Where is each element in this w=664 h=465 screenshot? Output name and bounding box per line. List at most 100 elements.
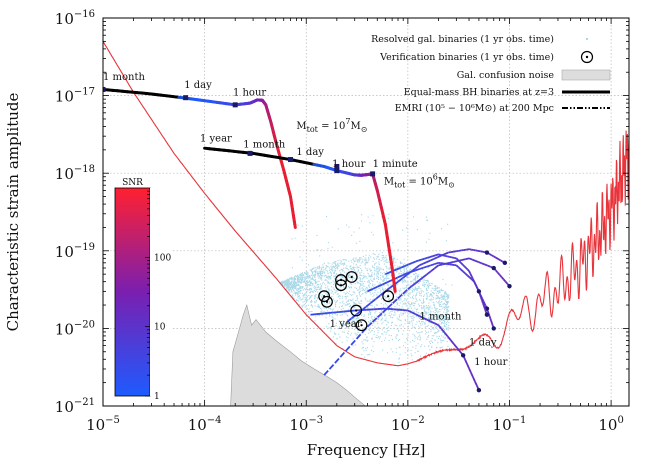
emri-track-segment <box>437 254 442 259</box>
emri-track-segment <box>465 257 470 261</box>
emri-track-segment <box>466 268 470 272</box>
emri-track-segment <box>402 288 409 295</box>
y-tick-label: 10−21 <box>55 397 95 416</box>
x-tick-label: 100 <box>598 415 623 434</box>
colorbar-tick-label: 10 <box>154 323 166 333</box>
emri-track-segment <box>495 256 499 260</box>
annotations-layer: 1 month 1 day 1 hour Mtot = 107M⊙ 1 year 1 mo… <box>103 72 508 368</box>
emri-track-segment <box>407 309 413 314</box>
emri-track-segment <box>456 347 461 353</box>
time-label: 1 day <box>296 147 324 158</box>
verification-binary-dot <box>325 300 329 303</box>
emri-time-marker <box>484 250 490 255</box>
emri-track-segment <box>343 310 350 313</box>
emri-track-segment <box>487 264 491 268</box>
emri-track-segment <box>453 343 458 349</box>
emri-track-segment <box>424 257 428 260</box>
emri-track-segment <box>372 285 378 290</box>
emri-track-segment <box>453 260 458 263</box>
emri-track-segment <box>470 275 474 279</box>
emri-track-segment <box>376 312 384 319</box>
emri-track-segment <box>338 310 344 313</box>
emri-track-segment <box>414 264 420 270</box>
plot-frame <box>102 17 630 407</box>
emri-track-segment <box>433 256 438 260</box>
emri-track-segment <box>323 368 331 376</box>
resolved-binaries-layer <box>279 213 455 363</box>
bh-time-marker <box>232 102 238 108</box>
emri-track-segment <box>477 261 482 265</box>
time-label: 1 month <box>103 72 146 83</box>
emri-track-segment <box>404 263 409 268</box>
legend-swatch-dot <box>585 55 589 59</box>
emri-track-segment <box>432 254 436 257</box>
x-tick-label: 10−3 <box>289 415 323 434</box>
emri-track-segment <box>355 332 363 340</box>
emri-track-segment <box>490 254 495 258</box>
emri-track-segment <box>375 294 382 300</box>
emri-track-segment <box>462 263 465 267</box>
emri-track-segment <box>460 262 464 266</box>
bh-time-marker <box>103 86 106 92</box>
bh-time-marker <box>183 95 189 101</box>
emri-track-segment <box>339 350 347 358</box>
emri-track-segment <box>450 339 455 345</box>
bh-time-marker <box>334 168 340 174</box>
emri-track-segment <box>419 262 424 267</box>
emri-track-segment <box>422 317 428 321</box>
plot-background <box>103 18 629 406</box>
time-label: 1 hour <box>233 88 266 99</box>
emri-track-segment <box>422 261 428 265</box>
bh-binaries-layer <box>103 86 397 293</box>
emri-track-segment <box>355 309 362 316</box>
emri-track-segment <box>457 266 462 271</box>
emri-track-segment <box>488 315 492 319</box>
legend-label: Gal. confusion noise <box>457 70 555 81</box>
emri-track-segment <box>411 260 417 264</box>
legend-swatch <box>580 50 594 64</box>
emri-track-segment <box>366 321 374 328</box>
emri-track-segment <box>434 264 440 270</box>
verification-binary <box>335 274 347 286</box>
emri-track-segment <box>465 267 469 271</box>
x-tick-label: 10−5 <box>86 415 120 434</box>
emri-track-segment <box>411 311 416 315</box>
verification-binary-dot <box>339 278 343 282</box>
emri-track-segment <box>422 265 428 269</box>
verification-binary <box>382 290 395 303</box>
emri-track-segment <box>407 262 413 266</box>
emri-time-marker <box>460 353 466 358</box>
emri-track-segment <box>396 266 401 271</box>
y-tick-label: 10−18 <box>55 164 95 183</box>
bh-time-marker <box>288 157 294 163</box>
emri-track-segment <box>430 263 435 267</box>
emri-track-segment <box>457 259 461 263</box>
emri-track-segment <box>502 278 507 283</box>
verification-binary <box>318 290 331 303</box>
emri-time-marker <box>491 265 496 271</box>
emri-track-segment <box>402 272 409 276</box>
emri-end-marker <box>484 312 490 317</box>
emri-track-segment <box>499 259 504 263</box>
emri-track-segment <box>475 285 479 290</box>
emri-track-segment <box>471 278 475 282</box>
emri-track-segment <box>321 312 328 315</box>
emri-track-segment <box>481 262 485 266</box>
colorbar-label-bg <box>150 188 172 396</box>
bh-track-1e6 <box>203 146 397 293</box>
emri-track-segment <box>460 268 464 273</box>
emri-track-segment <box>490 320 493 324</box>
sensitivity-curve <box>103 41 629 367</box>
emri-track-segment <box>468 257 473 261</box>
confusion-noise-area <box>230 303 366 406</box>
legend-swatch <box>561 69 611 81</box>
legend-label: EMRI (10⁵ − 10⁶M⊙) at 200 Mpc <box>395 103 554 114</box>
verification-binary <box>350 304 363 317</box>
emri-track-segment <box>397 274 404 279</box>
emri-track-segment <box>449 260 454 264</box>
emri-track-segment <box>447 335 452 341</box>
time-label: 1 day <box>469 338 497 349</box>
emri-track-segment <box>414 279 420 284</box>
y-tick-label: 10−17 <box>55 87 95 106</box>
